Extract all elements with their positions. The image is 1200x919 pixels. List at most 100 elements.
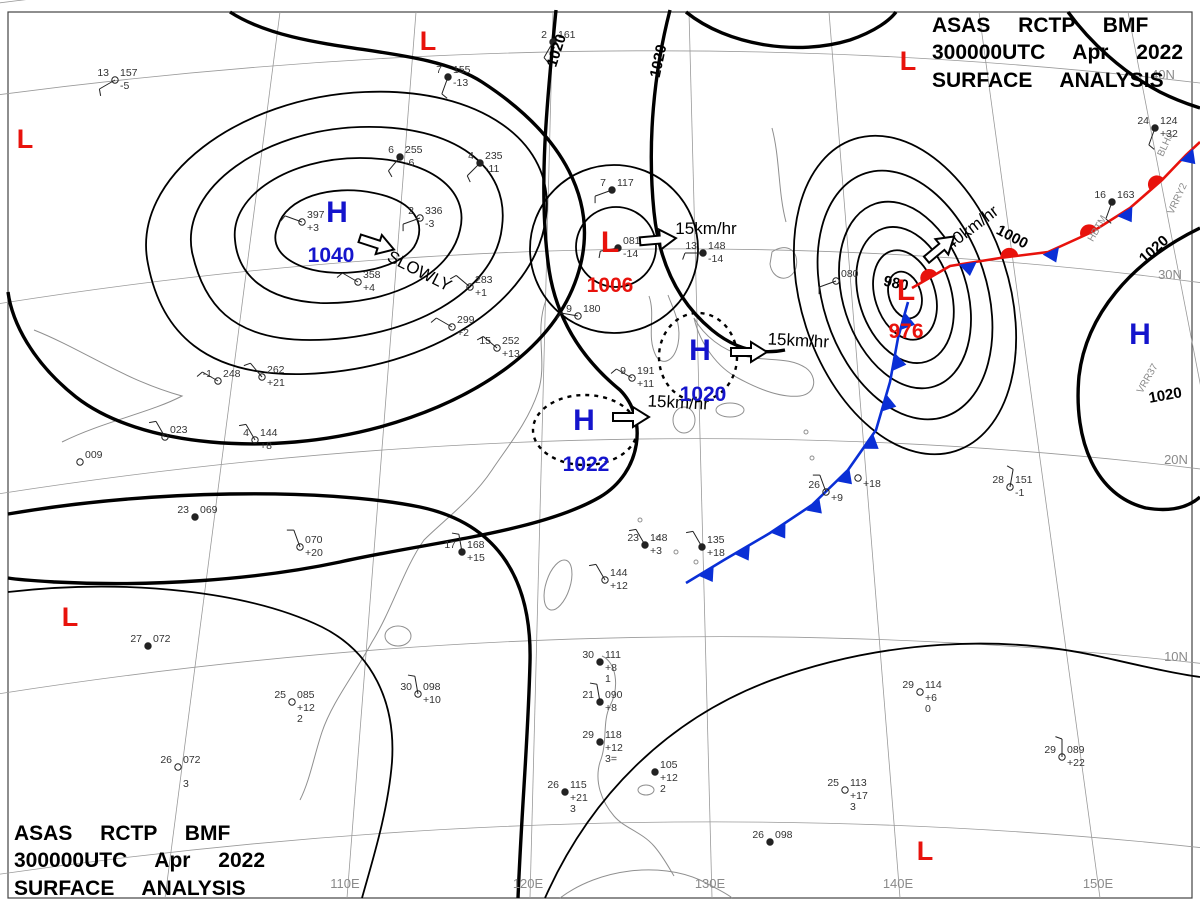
station-pressure: 115: [570, 779, 587, 791]
pressure-value-1040: 1040: [308, 244, 355, 267]
station-plot-18: 072 27: [130, 633, 171, 650]
movement-arrow-icon: [612, 405, 651, 429]
station-plot-44: 089 29 +22: [1044, 736, 1085, 769]
wind-barb-tick: [589, 682, 597, 685]
station-temp: 25: [827, 777, 839, 789]
station-plot-43: 113 25 +173: [827, 777, 868, 813]
station-pressure: 072: [183, 754, 201, 766]
station-symbol: [354, 278, 362, 286]
cold-front-triangle: [1179, 148, 1196, 165]
latitude-label-20N: 20N: [1164, 452, 1188, 467]
title-line-2: 300000UTC Apr 2022: [14, 849, 266, 873]
station-plot-19: 072 26 3: [160, 754, 200, 790]
wind-barb-tick: [98, 88, 102, 96]
dotted-outline-H1022: [531, 393, 639, 467]
station-temp: 26: [160, 754, 172, 766]
station-plot-38: 090 21 +8: [582, 682, 623, 714]
cold-front-triangle: [862, 434, 879, 449]
wind-barb-tick: [1006, 465, 1014, 470]
station-dewpoint: +20: [305, 547, 323, 559]
station-dewpoint: -3: [425, 218, 434, 230]
station-dewpoint: -6: [405, 157, 414, 169]
wind-barb: [819, 474, 827, 493]
station-temp: 26: [808, 479, 820, 491]
station-extra: 3: [850, 801, 856, 813]
station-temp: 26: [752, 829, 764, 841]
station-plot-34: 151 28 -1: [992, 465, 1033, 499]
movement-label-1: 15km/hr: [675, 219, 737, 238]
wind-barb-tick: [196, 371, 203, 377]
station-pressure: 089: [1067, 744, 1085, 756]
cold-front-triangle: [881, 394, 897, 412]
station-pressure: 161: [558, 29, 576, 41]
station-temp: 7: [436, 64, 442, 76]
pressure-value-1022: 1022: [563, 453, 610, 476]
station-symbol: [214, 377, 222, 385]
wind-barb-tick: [1105, 218, 1112, 224]
station-pressure: 113: [850, 777, 867, 789]
wind-barb-tick: [589, 563, 597, 567]
station-symbol: [76, 458, 84, 466]
longitude-label-140E: 140E: [883, 876, 914, 891]
pressure-center-H: H: [1129, 318, 1151, 351]
station-symbol: [651, 768, 659, 776]
wind-barb-tick: [1148, 144, 1155, 150]
wind-barb-tick: [243, 362, 251, 367]
wind-barb: [1148, 127, 1156, 146]
station-plot-17: 070+20: [286, 529, 323, 559]
station-pressure: 336: [425, 205, 443, 217]
cold-front-triangle: [770, 522, 786, 539]
station-symbol: [414, 690, 422, 698]
wind-barb: [441, 76, 449, 95]
station-pressure: 009: [85, 449, 103, 461]
station-temp: 27: [130, 633, 142, 645]
station-plot-32: 080: [818, 268, 859, 295]
pressure-center-L976: L: [897, 274, 915, 307]
wind-barb: [414, 676, 419, 695]
station-plot-36: 163 16: [1094, 189, 1135, 224]
station-symbol: [601, 576, 609, 584]
pressure-center-H1022: H: [573, 404, 595, 437]
station-dewpoint: -13: [453, 77, 468, 89]
wind-barb: [600, 247, 619, 252]
movement-arrow-icon: [357, 233, 396, 256]
station-temp: 29: [902, 679, 914, 691]
station-symbol: [574, 312, 582, 320]
station-dewpoint: +9: [831, 492, 843, 504]
station-dewpoint: +2: [457, 327, 469, 339]
station-temp: 23: [177, 504, 189, 516]
station-plot-25: 081-14: [598, 235, 641, 260]
station-pressure: 397: [307, 209, 325, 221]
station-temp: -1: [203, 368, 212, 380]
wind-barb-tick: [1055, 736, 1063, 740]
wind-barb: [1105, 201, 1113, 220]
map-frame: [7, 11, 1193, 899]
station-plot-8: 283+1: [449, 274, 493, 299]
station-dewpoint: -5: [120, 80, 129, 92]
station-pressure: 191: [637, 365, 655, 377]
longitude-label-120E: 120E: [513, 876, 544, 891]
station-plot-5: 336 2 -3: [402, 205, 443, 232]
station-dewpoint: +21: [570, 792, 588, 804]
station-dewpoint: +11: [637, 378, 654, 390]
title-line-1: ASAS RCTP BMF: [932, 14, 1149, 37]
station-temp: 6: [388, 144, 394, 156]
station-temp: 25: [274, 689, 286, 701]
station-extra: 1: [605, 673, 611, 685]
wind-barb: [250, 362, 263, 378]
station-plot-22: 168 17 +15: [444, 532, 485, 564]
warm-front-semicircle: [1000, 247, 1019, 258]
station-symbol: [1006, 483, 1014, 491]
station-symbol: [191, 513, 199, 521]
station-pressure: 148: [650, 532, 668, 544]
station-dewpoint: +3: [650, 545, 662, 557]
station-plot-28: 148 23 +3: [627, 528, 668, 557]
station-plot-10: 252 15 +13: [476, 335, 520, 360]
station-plot-35: 124 24 +32: [1137, 115, 1178, 150]
title-line-3: SURFACE ANALYSIS: [14, 876, 246, 900]
station-dewpoint: +8: [605, 662, 617, 674]
edge-low-marker-1: L: [420, 26, 437, 56]
station-temp: 16: [1094, 189, 1106, 201]
station-plot-33: 114 29 +60: [902, 679, 942, 715]
